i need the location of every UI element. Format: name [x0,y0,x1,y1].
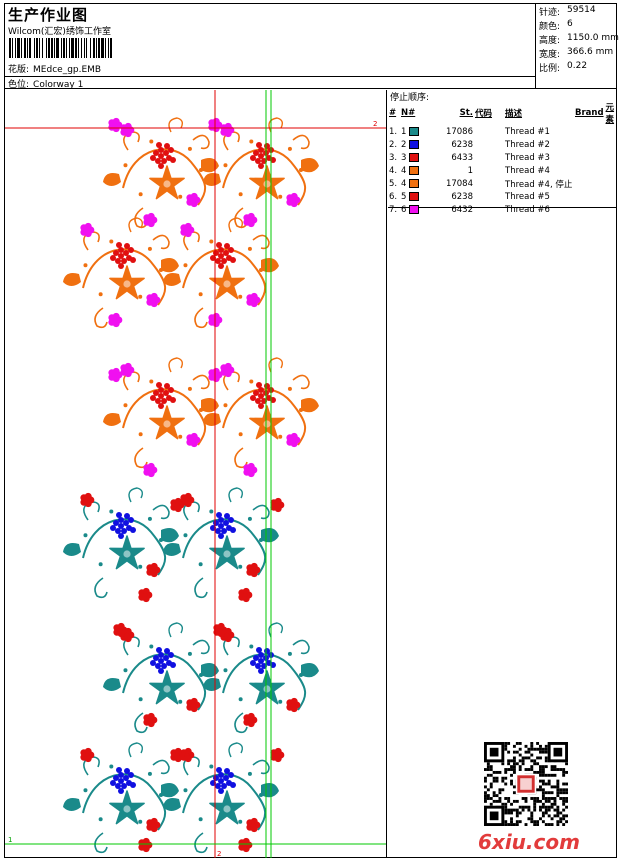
thread-needle: 4 [400,177,440,190]
spec-label: 颜色: [539,22,561,32]
thread-color-swatch [409,204,420,214]
design-specs: 针迹: 59514 颜色: 6 高度: 1150.0 mm 宽度: 366.6 mm 比… [537,4,619,89]
col-brand: Brand [575,108,604,118]
bottom-guide-label: 1 [8,836,12,844]
spec-label: 宽度: [539,50,561,60]
thread-description: Thread #4 [505,165,550,176]
spec-scale: 比例: 0.22 [539,61,587,74]
spec-label: 比例: [539,64,561,74]
thread-color-swatch [409,191,420,201]
thread-description: Thread #1 [505,126,550,137]
thread-sequence-panel: 停止顺序: # N# St. 代码 描述 Brand 元素 1. 1 17086 T… [388,90,616,215]
document-title: 生产作业图 [8,6,89,24]
thread-code: 1 [467,165,473,176]
thread-index: 7. [389,204,398,215]
thread-code: 17084 [445,178,473,189]
spec-label: 高度: [539,36,561,46]
thread-row: 6. 5 6238 Thread #5 [388,190,616,203]
col-desc: 描述 [505,109,523,119]
site-watermark: 6xiu.com [478,830,580,854]
thread-color-swatch [409,178,420,188]
spec-value: 1150.0 mm [567,33,619,43]
thread-description: Thread #3 [505,152,550,163]
thread-index: 3. [389,152,398,163]
colorway-line: 色位: Colorway 1 [8,77,83,90]
thread-row: 1. 1 17086 Thread #1 [388,125,616,138]
header-info: 生产作业图 Wilcom(汇宏)绣饰工作室 花版: MEdce_gp.EMB 色位… [5,4,536,90]
spec-colors: 颜色: 6 [539,19,573,32]
thread-index: 1. [389,126,398,137]
embroidery-pattern: 2 1 2 [5,90,386,858]
thread-code: 6238 [451,191,473,202]
thread-index: 2. [389,139,398,150]
thread-table-header: # N# St. 代码 描述 Brand 元素 [388,101,616,125]
thread-needle: 6 [400,203,440,216]
thread-index: 5. [389,178,398,189]
thread-description: Thread #5 [505,191,550,202]
design-file: MEdce_gp.EMB [33,65,102,75]
spec-value: 59514 [567,5,596,15]
studio-name: Wilcom(汇宏)绣饰工作室 [8,27,111,37]
spec-value: 366.6 mm [567,47,614,57]
header-divider [5,76,536,77]
thread-needle: 4 [400,164,440,177]
spec-stitches: 针迹: 59514 [539,5,596,18]
stop-sequence-title: 停止顺序: [390,93,430,103]
thread-needle: 2 [400,138,440,151]
col-code: 代码 [475,109,493,119]
spec-value: 0.22 [567,61,588,71]
thread-code: 6238 [451,139,473,150]
production-sheet: 生产作业图 Wilcom(汇宏)绣饰工作室 花版: MEdce_gp.EMB 色位… [4,3,619,858]
design-file-line: 花版: MEdce_gp.EMB [8,62,101,75]
thread-color-swatch [409,165,420,175]
qr-code [484,742,568,826]
thread-description: Thread #6 [505,204,550,215]
thread-needle: 1 [400,125,440,138]
thread-needle: 5 [400,190,440,203]
thread-code: 17086 [445,126,473,137]
col-element: 元素 [605,103,615,125]
thread-row: 7. 6 6432 Thread #6 [388,203,616,216]
thread-description: Thread #2 [505,139,550,150]
thread-color-swatch [409,152,420,162]
spec-height: 高度: 1150.0 mm [539,33,619,46]
thread-row: 5. 4 17084 Thread #4, 停止 [388,177,616,190]
thread-description: Thread #4, 停止 [505,179,573,190]
spec-label: 针迹: [539,8,561,18]
thread-row: 3. 3 6433 Thread #3 [388,151,616,164]
top-guide-label: 2 [373,120,377,128]
colorway-label: 色位: [8,80,30,90]
design-preview: 2 1 2 [5,90,387,858]
thread-index: 6. [389,191,398,202]
thread-row: 2. 2 6238 Thread #2 [388,138,616,151]
thread-row: 4. 4 1 Thread #4 [388,164,616,177]
design-label: 花版: [8,65,30,75]
thread-index: 4. [389,165,398,176]
thread-code: 6433 [451,152,473,163]
col-st: St. [459,108,473,118]
sheet-header: 生产作业图 Wilcom(汇宏)绣饰工作室 花版: MEdce_gp.EMB 色位… [5,4,619,90]
col-num: # [389,108,397,118]
colorway-value: Colorway 1 [33,80,84,90]
col-needle: N# [401,108,416,118]
spec-width: 宽度: 366.6 mm [539,47,613,60]
spec-value: 6 [567,19,573,29]
thread-needle: 3 [400,151,440,164]
thread-color-swatch [409,139,420,149]
thread-code: 6432 [451,204,473,215]
thread-color-swatch [409,126,420,136]
center-guide-label: 2 [217,850,221,858]
barcode [9,38,112,58]
thread-table: # N# St. 代码 描述 Brand 元素 1. 1 17086 Thread … [388,101,616,216]
